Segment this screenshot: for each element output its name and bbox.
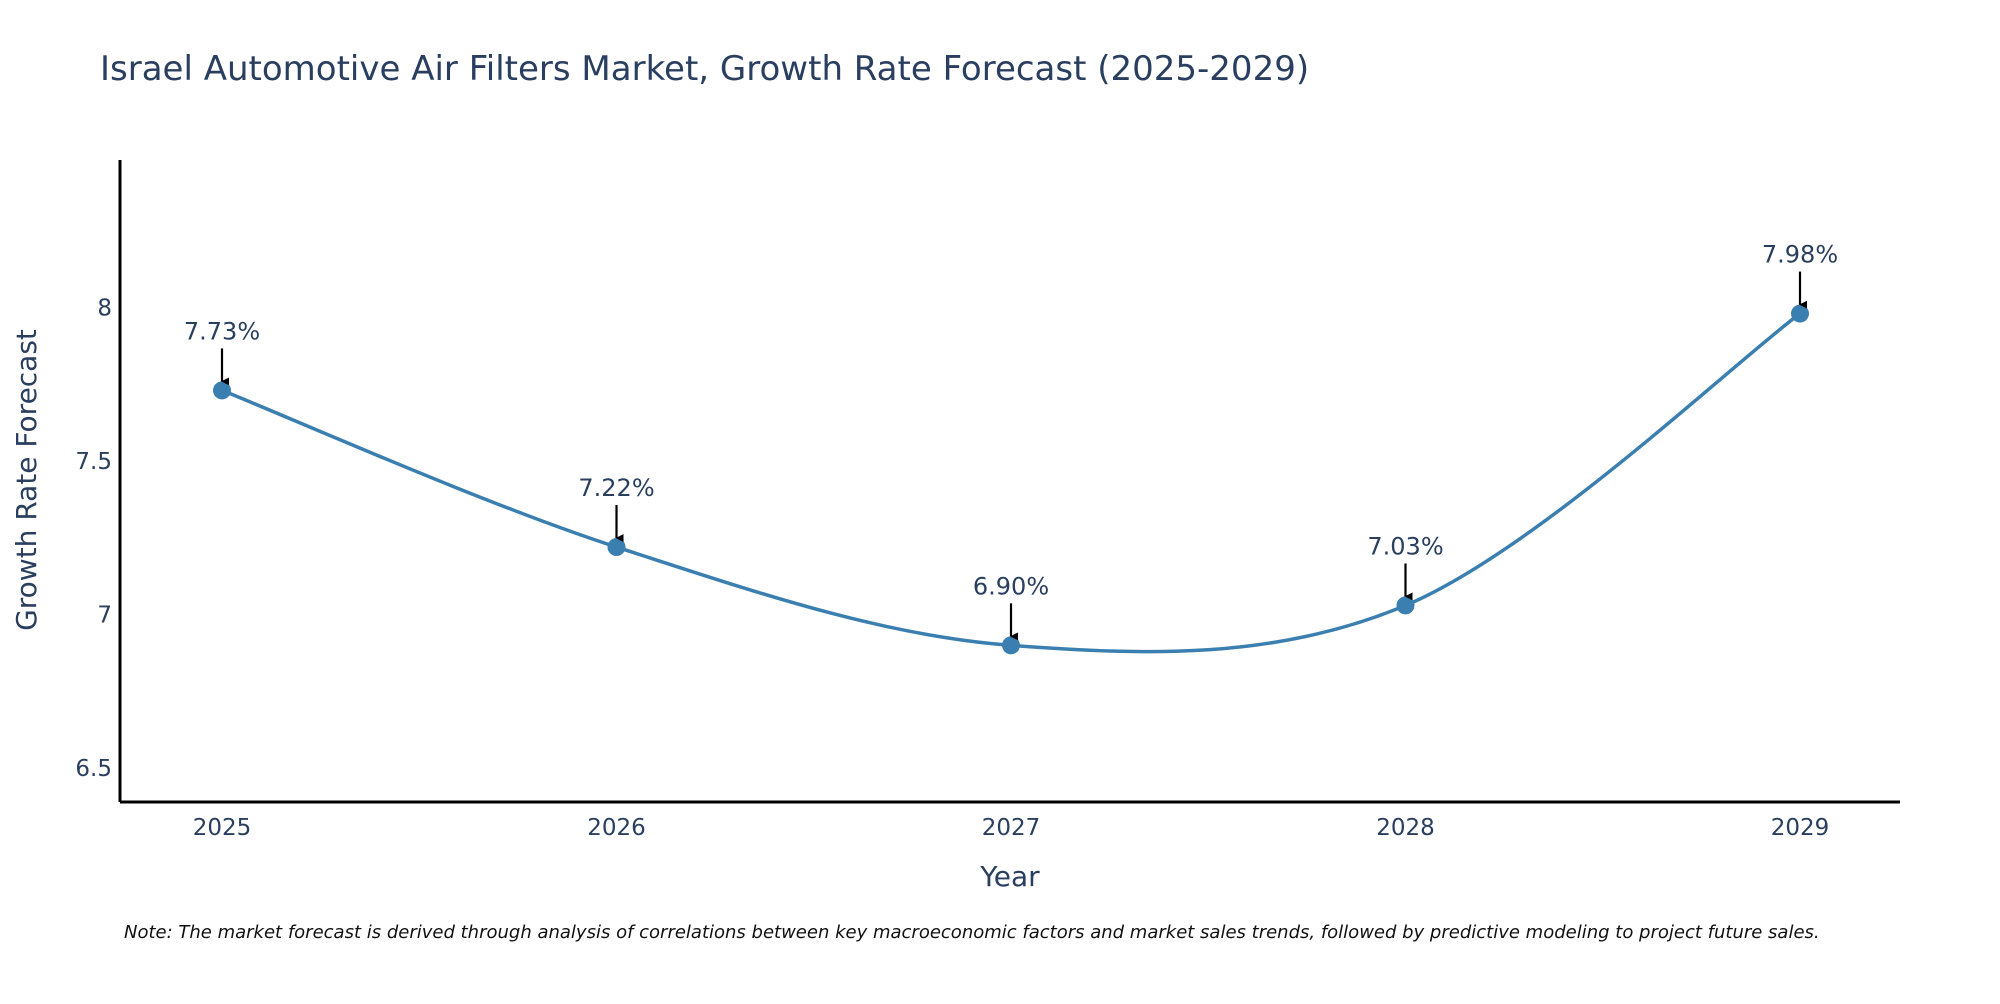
y-tick-label: 7.5: [75, 449, 112, 475]
x-tick-label: 2028: [1376, 815, 1435, 841]
data-point: [213, 381, 231, 400]
data-label: 7.73%: [184, 317, 260, 345]
x-axis-title: Year: [979, 860, 1040, 893]
data-label: 7.98%: [1762, 241, 1838, 269]
y-axis-title: Growth Rate Forecast: [10, 329, 43, 631]
y-tick-label: 6.5: [75, 756, 112, 782]
y-tick-label: 7: [97, 603, 112, 629]
data-point: [1791, 304, 1809, 323]
x-tick-label: 2025: [193, 815, 252, 841]
x-tick-label: 2029: [1771, 815, 1830, 841]
x-tick-label: 2027: [982, 815, 1041, 841]
data-point: [1396, 596, 1415, 615]
data-point: [1002, 636, 1020, 655]
data-label: 6.90%: [973, 572, 1049, 600]
data-point: [607, 538, 626, 557]
y-tick-label: 8: [97, 295, 112, 321]
chart-title: Israel Automotive Air Filters Market, Gr…: [100, 49, 1309, 89]
data-label: 7.03%: [1367, 532, 1443, 560]
chart-note: Note: The market forecast is derived thr…: [124, 922, 1820, 943]
plot-area: 6.5 7 7.5 8 2025 2026 2027 2028 2029 7.73% 7.22% 6.…: [75, 160, 1900, 841]
series-line: [220, 311, 1802, 654]
data-label: 7.22%: [578, 474, 654, 502]
x-tick-label: 2026: [587, 815, 646, 841]
